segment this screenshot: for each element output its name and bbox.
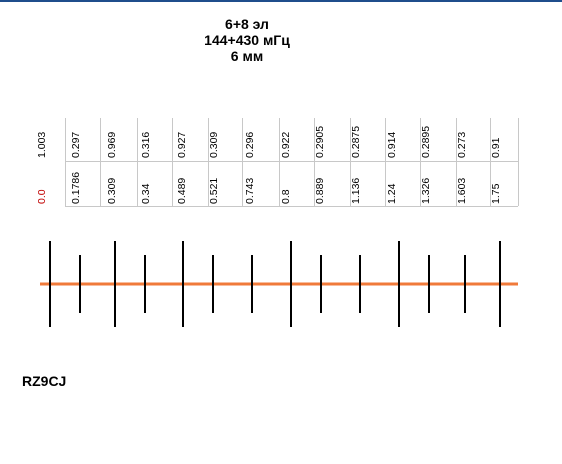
table-grid-line [490, 118, 491, 206]
title-frequency: 144+430 мГц [204, 32, 290, 48]
window-top-border [0, 0, 562, 2]
table-grid-line [65, 118, 66, 206]
title-elements: 6+8 эл [225, 16, 269, 32]
table-grid-line [518, 118, 519, 206]
table-grid-line [456, 118, 457, 206]
table-grid-line [172, 118, 173, 206]
table-grid-line [350, 118, 351, 206]
author-callsign: RZ9CJ [22, 373, 67, 389]
table-grid-line [242, 118, 243, 206]
table-grid-line [137, 118, 138, 206]
table-grid-line [279, 118, 280, 206]
table-grid-line [420, 118, 421, 206]
table-grid-line [385, 118, 386, 206]
table-grid-line [65, 206, 518, 207]
table-grid-line [65, 161, 518, 162]
table-grid-line [100, 118, 101, 206]
dimension-table: 1.003 0.297 0.969 0.316 0.927 0.309 0.296 0.922… [0, 0, 562, 220]
table-grid-line [314, 118, 315, 206]
table-grid-line [208, 118, 209, 206]
title-diameter: 6 мм [230, 48, 264, 64]
